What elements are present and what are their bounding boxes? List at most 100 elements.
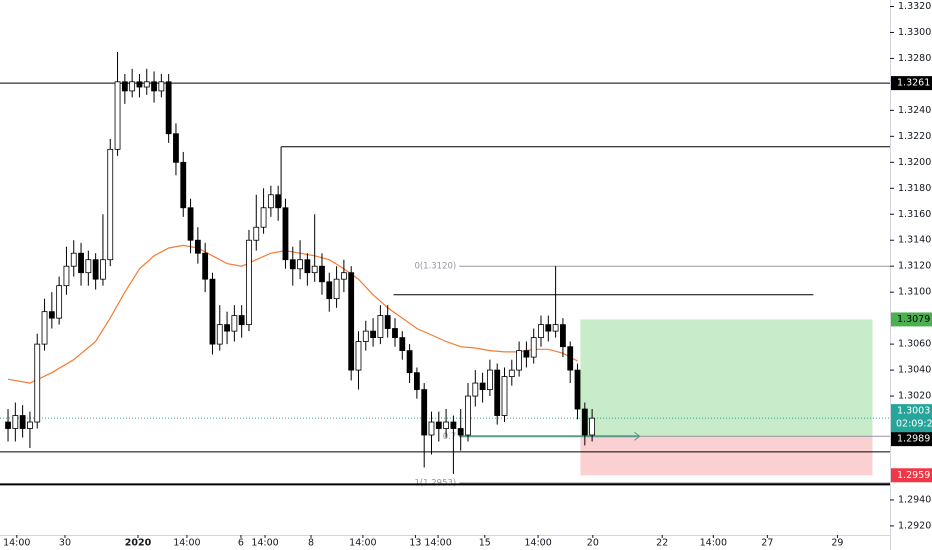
y-tick-label: 1.3020	[898, 391, 931, 402]
candle-body	[472, 382, 479, 397]
candle-body	[377, 315, 384, 339]
candle-body	[384, 315, 391, 329]
y-tick-label: 1.3240	[898, 105, 931, 116]
x-tick-label: 15	[479, 538, 491, 549]
x-tick-label: 20	[587, 538, 599, 549]
x-tick-label: 14:00	[251, 538, 278, 549]
candle-body	[406, 350, 413, 374]
plot-area: 0(1.3120)0.71(1.2953)	[0, 51, 890, 489]
candle-body	[479, 382, 486, 390]
candle-body	[508, 369, 515, 377]
candle-body	[530, 337, 537, 358]
candle-body	[27, 421, 33, 429]
candle-body	[202, 252, 209, 280]
y-tick-label: 1.2920	[898, 520, 931, 531]
candle-body	[187, 207, 194, 241]
candle-body	[333, 278, 340, 300]
candle-body	[465, 395, 471, 436]
price-tag	[891, 468, 932, 483]
candle-body	[85, 259, 92, 274]
candle-body	[494, 369, 501, 416]
y-tick-label: 1.3140	[898, 235, 931, 246]
x-tick-label: 13	[409, 538, 421, 549]
candle-body	[457, 428, 464, 436]
candle-body	[194, 239, 201, 254]
candle-body	[319, 265, 325, 283]
candle-body	[121, 81, 128, 92]
candle-body	[421, 389, 428, 436]
candle-body	[326, 281, 333, 300]
candle-body	[129, 81, 136, 92]
candle-body	[523, 350, 530, 358]
candle-body	[501, 376, 508, 416]
y-tick-label: 1.3180	[898, 183, 931, 194]
y-tick-label: 1.3040	[898, 365, 931, 376]
x-tick-label: 27	[761, 538, 773, 549]
candle-body	[399, 337, 406, 352]
candle-body	[567, 346, 574, 371]
candle-body	[589, 417, 596, 436]
countdown-label: 02:09:22	[896, 419, 932, 430]
y-tick-label: 1.3220	[898, 131, 931, 142]
candle-body	[224, 324, 230, 332]
x-tick-label: 14:00	[173, 538, 200, 549]
candle-body	[180, 161, 187, 209]
candle-body	[413, 372, 420, 390]
candle-body	[348, 272, 355, 371]
y-tick-label: 1.3120	[898, 261, 931, 272]
candle-body	[581, 408, 588, 436]
candle-body	[574, 369, 581, 410]
candle-body	[311, 265, 318, 274]
y-tick-label: 1.3300	[898, 27, 931, 38]
candle-body	[48, 311, 55, 319]
candle-body	[267, 194, 274, 209]
candle-body	[246, 239, 252, 326]
current-price-tag	[891, 404, 932, 433]
x-tick-label: 14:00	[700, 538, 727, 549]
x-tick-label: 30	[59, 538, 71, 549]
x-tick-label: 6	[238, 538, 244, 549]
candle-body	[545, 324, 552, 332]
candle-body	[56, 285, 63, 319]
candle-body	[538, 324, 544, 339]
candle-body	[435, 421, 442, 429]
x-tick-label: 14:00	[349, 538, 376, 549]
candle-body	[443, 421, 449, 429]
candle-body	[355, 341, 362, 371]
price-tag	[891, 76, 932, 91]
y-tick-label: 1.3280	[898, 53, 931, 64]
candle-body	[165, 81, 172, 135]
y-tick-label: 1.3200	[898, 157, 931, 168]
candle-body	[143, 81, 150, 88]
candle-body	[340, 272, 347, 280]
candle-body	[70, 252, 77, 267]
x-tick-label: 29	[831, 538, 843, 549]
candle-body	[158, 81, 165, 92]
candle-body	[362, 330, 369, 342]
candle-body	[209, 278, 216, 345]
candle-body	[392, 328, 398, 339]
candle-body	[487, 369, 493, 390]
y-tick-label: 1.3060	[898, 339, 931, 350]
profit-zone	[580, 319, 873, 437]
price-tag	[891, 432, 932, 447]
price-tag-label: 1.2959	[897, 470, 930, 481]
candle-body	[304, 259, 311, 274]
price-tag-label: 1.2989	[897, 434, 930, 445]
candle-body	[107, 148, 114, 261]
x-tick-label: 22	[656, 538, 668, 549]
candle-body	[136, 81, 143, 88]
candle-body	[275, 194, 282, 209]
candle-body	[297, 259, 303, 270]
candle-body	[450, 421, 457, 429]
price-tag-label: 1.3261	[897, 78, 930, 89]
entry-arrow	[634, 431, 641, 441]
candle-body	[552, 324, 559, 332]
fib-label: 0.7	[443, 432, 457, 442]
candle-body	[289, 259, 296, 270]
y-tick-label: 1.3320	[898, 1, 931, 12]
candle-body	[216, 324, 223, 345]
x-tick-label: 14:00	[3, 538, 30, 549]
